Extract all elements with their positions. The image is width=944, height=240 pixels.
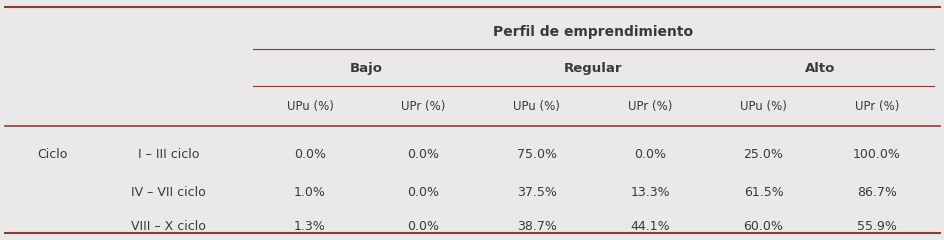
Text: 44.1%: 44.1% xyxy=(630,220,669,233)
Text: I – III ciclo: I – III ciclo xyxy=(138,148,198,161)
Text: 0.0%: 0.0% xyxy=(407,220,439,233)
Text: 37.5%: 37.5% xyxy=(516,186,556,198)
Text: Regular: Regular xyxy=(564,62,622,75)
Text: 0.0%: 0.0% xyxy=(633,148,666,161)
Text: UPr (%): UPr (%) xyxy=(854,100,898,113)
Text: Ciclo: Ciclo xyxy=(37,148,67,161)
Text: UPu (%): UPu (%) xyxy=(739,100,786,113)
Text: 13.3%: 13.3% xyxy=(630,186,669,198)
Text: 0.0%: 0.0% xyxy=(407,148,439,161)
Text: IV – VII ciclo: IV – VII ciclo xyxy=(130,186,206,198)
Text: 1.3%: 1.3% xyxy=(294,220,326,233)
Text: 61.5%: 61.5% xyxy=(743,186,783,198)
Text: 60.0%: 60.0% xyxy=(743,220,783,233)
Text: UPu (%): UPu (%) xyxy=(286,100,333,113)
Text: 75.0%: 75.0% xyxy=(516,148,556,161)
Text: UPr (%): UPr (%) xyxy=(401,100,445,113)
Text: UPu (%): UPu (%) xyxy=(513,100,560,113)
Text: 1.0%: 1.0% xyxy=(294,186,326,198)
Text: Perfil de emprendimiento: Perfil de emprendimiento xyxy=(493,25,693,39)
Text: Alto: Alto xyxy=(804,62,834,75)
Text: 86.7%: 86.7% xyxy=(856,186,896,198)
Text: 0.0%: 0.0% xyxy=(407,186,439,198)
Text: 38.7%: 38.7% xyxy=(516,220,556,233)
Text: UPr (%): UPr (%) xyxy=(628,100,671,113)
Text: 55.9%: 55.9% xyxy=(856,220,896,233)
Text: 100.0%: 100.0% xyxy=(852,148,900,161)
Text: 0.0%: 0.0% xyxy=(294,148,326,161)
Text: Bajo: Bajo xyxy=(350,62,382,75)
Text: VIII – X ciclo: VIII – X ciclo xyxy=(130,220,206,233)
Text: 25.0%: 25.0% xyxy=(743,148,783,161)
